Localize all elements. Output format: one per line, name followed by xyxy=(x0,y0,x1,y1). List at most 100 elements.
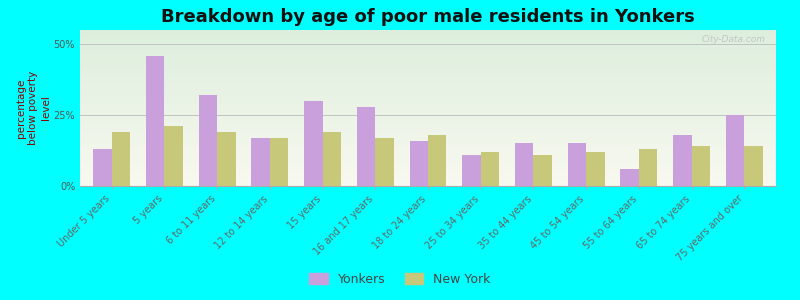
Bar xyxy=(586,152,605,186)
Bar xyxy=(80,95,776,97)
Bar xyxy=(80,136,776,138)
Bar xyxy=(639,149,658,186)
Bar xyxy=(80,170,776,172)
Bar xyxy=(481,152,499,186)
Bar xyxy=(80,184,776,186)
Bar xyxy=(80,83,776,85)
Bar xyxy=(80,181,776,183)
Bar xyxy=(80,72,776,74)
Bar xyxy=(80,94,776,95)
Bar xyxy=(80,152,776,153)
Bar xyxy=(80,47,776,49)
Bar xyxy=(80,100,776,102)
Bar xyxy=(146,56,164,186)
Bar xyxy=(410,141,428,186)
Bar xyxy=(270,138,288,186)
Bar xyxy=(726,115,744,186)
Bar xyxy=(357,106,375,186)
Bar xyxy=(251,138,270,186)
Bar xyxy=(80,36,776,38)
Legend: Yonkers, New York: Yonkers, New York xyxy=(304,268,496,291)
Bar xyxy=(744,146,763,186)
Bar xyxy=(80,55,776,56)
Text: City-Data.com: City-Data.com xyxy=(702,35,766,44)
Bar xyxy=(80,134,776,136)
Bar xyxy=(80,108,776,110)
Bar xyxy=(80,128,776,130)
Bar xyxy=(80,173,776,175)
Bar xyxy=(80,138,776,139)
Bar xyxy=(515,143,534,186)
Bar xyxy=(80,111,776,113)
Bar xyxy=(80,43,776,44)
Bar xyxy=(80,139,776,141)
Bar xyxy=(80,124,776,125)
Bar xyxy=(80,113,776,114)
Y-axis label: percentage
below poverty
level: percentage below poverty level xyxy=(16,71,50,145)
Bar xyxy=(80,85,776,86)
Bar xyxy=(80,86,776,88)
Bar xyxy=(80,61,776,63)
Bar xyxy=(80,127,776,128)
Bar xyxy=(80,125,776,127)
Bar xyxy=(80,121,776,122)
Bar xyxy=(80,166,776,167)
Bar xyxy=(80,158,776,160)
Bar xyxy=(80,156,776,158)
Bar xyxy=(80,99,776,100)
Bar xyxy=(621,169,639,186)
Bar xyxy=(80,164,776,166)
Bar xyxy=(673,135,692,186)
Bar xyxy=(80,175,776,177)
Bar xyxy=(80,33,776,35)
Bar xyxy=(375,138,394,186)
Bar xyxy=(80,53,776,55)
Bar xyxy=(462,155,481,186)
Bar xyxy=(198,95,217,186)
Bar xyxy=(80,144,776,146)
Bar xyxy=(80,169,776,170)
Bar xyxy=(80,114,776,116)
Bar xyxy=(80,183,776,184)
Bar xyxy=(80,80,776,82)
Bar xyxy=(80,70,776,72)
Bar xyxy=(80,58,776,60)
Bar xyxy=(304,101,322,186)
Bar xyxy=(80,41,776,43)
Bar xyxy=(80,153,776,155)
Bar xyxy=(80,147,776,148)
Bar xyxy=(80,77,776,78)
Bar xyxy=(80,160,776,161)
Bar xyxy=(80,50,776,52)
Bar xyxy=(80,91,776,92)
Bar xyxy=(322,132,341,186)
Bar xyxy=(80,178,776,180)
Bar xyxy=(80,64,776,66)
Bar xyxy=(80,32,776,33)
Bar xyxy=(568,143,586,186)
Bar xyxy=(428,135,446,186)
Bar xyxy=(534,155,552,186)
Bar xyxy=(80,66,776,68)
Bar xyxy=(80,133,776,134)
Bar xyxy=(217,132,235,186)
Bar xyxy=(112,132,130,186)
Bar xyxy=(80,52,776,53)
Bar xyxy=(692,146,710,186)
Bar xyxy=(80,172,776,173)
Bar xyxy=(80,105,776,106)
Bar xyxy=(80,56,776,58)
Bar xyxy=(80,60,776,61)
Bar xyxy=(80,103,776,105)
Bar xyxy=(80,119,776,121)
Bar xyxy=(80,74,776,75)
Bar xyxy=(80,68,776,69)
Bar xyxy=(80,146,776,147)
Bar xyxy=(80,89,776,91)
Bar xyxy=(80,161,776,163)
Bar xyxy=(80,141,776,142)
Bar xyxy=(80,82,776,83)
Bar xyxy=(80,122,776,124)
Title: Breakdown by age of poor male residents in Yonkers: Breakdown by age of poor male residents … xyxy=(161,8,695,26)
Bar xyxy=(80,177,776,178)
